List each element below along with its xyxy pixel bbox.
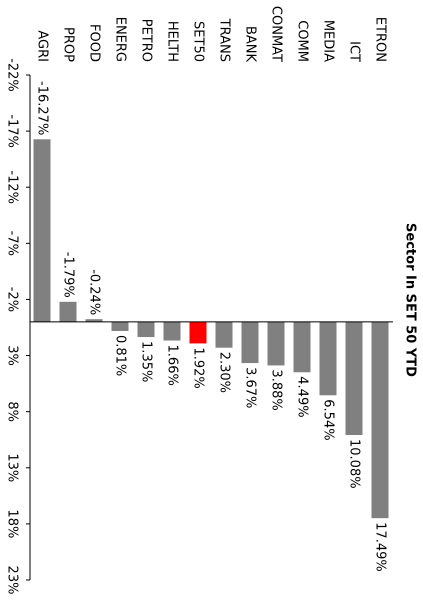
bar [293, 321, 311, 373]
data-label: 6.54% [321, 399, 336, 440]
bar [111, 321, 129, 331]
x-tick-label: COMM [295, 20, 310, 62]
bar [267, 321, 285, 366]
bar [59, 301, 77, 322]
bar [33, 139, 51, 322]
bar [85, 319, 103, 322]
x-tick-label: FOOD [87, 24, 102, 62]
y-tick-label: -2% [5, 287, 20, 312]
y-tick-label: -22% [5, 58, 20, 92]
data-label: 2.30% [217, 352, 232, 393]
data-label: 3.88% [269, 369, 284, 410]
y-tick-label: -12% [5, 170, 20, 204]
x-tick-label: ENERG [113, 17, 128, 62]
data-label: 10.08% [347, 439, 362, 489]
data-label: 1.35% [139, 341, 154, 382]
x-tick-label: TRANS [217, 18, 232, 62]
x-tick-label: HELTH [165, 21, 180, 62]
x-tick-label: PETRO [139, 19, 154, 62]
data-label: 1.66% [165, 345, 180, 386]
x-tick-label: BANK [243, 26, 258, 63]
y-tick-label: -17% [5, 114, 20, 148]
x-tick-label: ETRON [373, 17, 388, 62]
bar [319, 321, 337, 396]
bar [371, 321, 389, 519]
bar [345, 321, 363, 436]
y-tick-label: -7% [5, 231, 20, 256]
x-tick-label: SET50 [191, 21, 206, 62]
y-tick-label: 8% [5, 401, 20, 422]
data-label: -16.27% [35, 81, 50, 135]
data-label: 0.81% [113, 335, 128, 376]
x-tick-label: AGRI [35, 30, 50, 62]
y-tick-label: 23% [5, 566, 20, 595]
data-label: -0.24% [87, 269, 102, 315]
bar [241, 321, 259, 364]
data-label: 17.49% [373, 522, 388, 572]
y-tick-label: 3% [5, 345, 20, 366]
x-tick-label: PROP [61, 27, 76, 62]
data-label: 4.49% [295, 376, 310, 417]
y-tick-label: 18% [5, 509, 20, 538]
x-tick-label: MEDIA [321, 20, 336, 62]
data-label: 1.92% [191, 347, 206, 388]
bar [215, 321, 233, 348]
data-label: -1.79% [61, 252, 76, 298]
y-tick-label: 13% [5, 453, 20, 482]
data-label: 3.67% [243, 367, 258, 408]
x-tick-label: CONMAT [269, 6, 284, 62]
chart-title: Sector In SET 50 YTD [403, 223, 418, 377]
bar [137, 321, 155, 338]
bar [163, 321, 181, 341]
x-tick-label: ICT [347, 41, 362, 62]
bar [189, 321, 207, 344]
